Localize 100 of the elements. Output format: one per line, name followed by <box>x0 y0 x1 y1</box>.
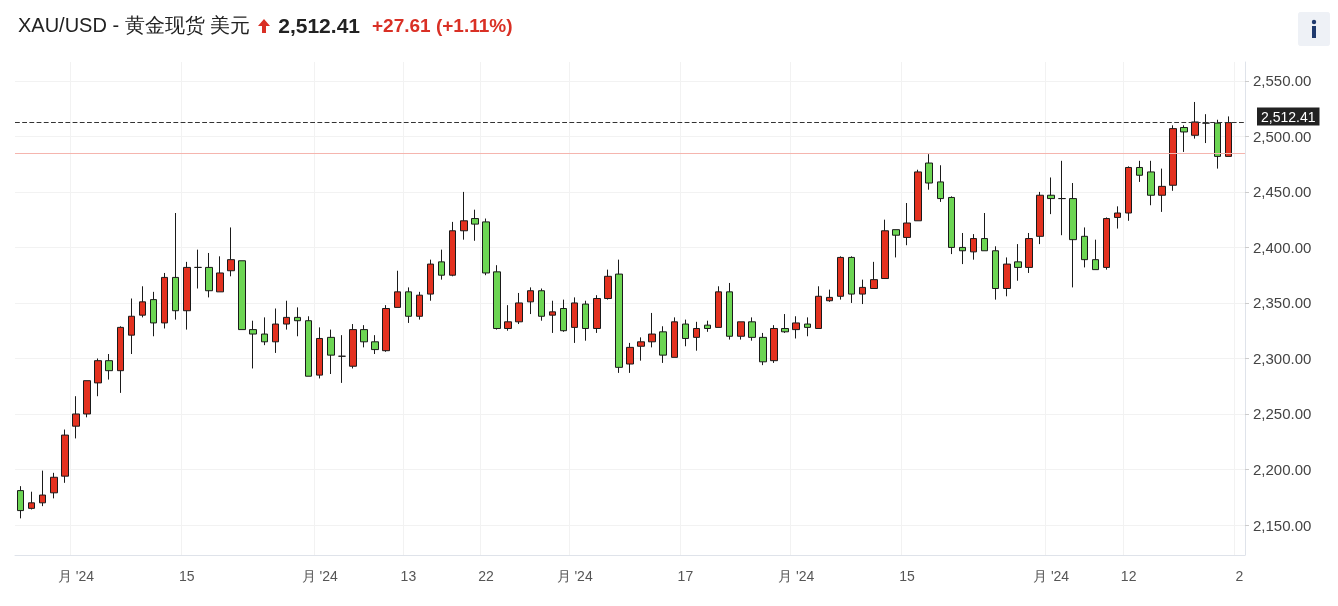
y-tick-label: 2,150.00 <box>1253 516 1312 534</box>
candlestick <box>1003 256 1011 297</box>
y-tick-label: 2,500.00 <box>1253 127 1312 145</box>
candlestick <box>382 304 390 353</box>
x-tick-label: 15 <box>178 568 195 584</box>
candlestick <box>527 286 534 315</box>
x-tick-label: 月 '24 <box>301 568 339 584</box>
candlestick <box>1147 160 1155 206</box>
candlestick <box>892 229 900 258</box>
candlestick <box>360 324 368 348</box>
y-tick-label: 2,200.00 <box>1253 461 1312 478</box>
x-tick-label: 月 '24 <box>57 568 95 584</box>
candlestick <box>227 226 235 277</box>
x-tick-label: 2 <box>1235 568 1244 584</box>
y-tick-label: 2,350.00 <box>1253 294 1312 312</box>
candlestick <box>515 292 523 325</box>
candlestick <box>659 325 667 364</box>
candlestick <box>792 315 800 339</box>
candlestick <box>682 319 689 347</box>
candlestick <box>305 315 312 377</box>
candlestick <box>815 285 822 329</box>
candlestick <box>848 255 855 304</box>
y-tick-label: 2,250.00 <box>1253 405 1312 423</box>
candlestick <box>1169 124 1177 192</box>
candlestick <box>238 260 246 331</box>
candlestick <box>471 209 479 242</box>
candlestick <box>781 313 789 334</box>
candlestick <box>626 342 634 374</box>
candlestick <box>648 312 656 348</box>
candlestick <box>959 232 966 265</box>
candlestick <box>560 299 567 333</box>
candlestick <box>1069 182 1077 288</box>
candlestick <box>770 324 778 364</box>
candlestick <box>715 285 722 328</box>
candlestick <box>283 300 290 331</box>
candlestick <box>748 316 756 342</box>
candlestick <box>1081 226 1088 268</box>
candlestick <box>571 296 578 344</box>
candlestick <box>693 321 700 352</box>
candlestick <box>150 291 157 337</box>
candlestick <box>394 270 401 308</box>
candlestick <box>837 255 844 301</box>
candlestick <box>128 298 135 355</box>
candlestick <box>981 212 988 252</box>
candlestick <box>416 291 423 321</box>
candlestick <box>371 334 379 355</box>
candlestick <box>1125 165 1132 222</box>
candlestick <box>1014 243 1022 282</box>
candlestick <box>117 325 124 394</box>
candlestick <box>272 308 279 354</box>
x-tick-label: 12 <box>1120 568 1137 584</box>
x-tick-label: 月 '24 <box>778 568 815 584</box>
candlestick <box>449 221 456 277</box>
candlestick <box>294 306 301 337</box>
candlestick <box>1191 101 1199 140</box>
candlestick <box>538 288 545 322</box>
candlestick <box>183 261 191 331</box>
candlestick <box>39 470 46 507</box>
ref-line-label: 2,512.41 <box>1261 108 1316 125</box>
candlestick <box>1103 216 1110 271</box>
x-tick-label: 22 <box>478 568 494 584</box>
candlestick <box>194 249 202 290</box>
y-tick-label: 2,300.00 <box>1253 349 1312 367</box>
candlestick <box>1158 168 1166 213</box>
candlestick <box>460 191 468 241</box>
candlestick <box>17 485 24 519</box>
candlestick <box>870 261 878 290</box>
candlestick <box>615 259 623 374</box>
candlestick <box>1114 205 1121 230</box>
candlestick <box>94 357 102 397</box>
candlestick <box>1225 115 1232 157</box>
x-tick-label: 月 '24 <box>556 568 593 584</box>
candlestick <box>859 279 866 305</box>
y-tick-label: 2,400.00 <box>1253 238 1312 256</box>
candlestick <box>338 334 346 384</box>
candlestick <box>1136 160 1143 183</box>
candlestick <box>637 336 645 362</box>
candlestick <box>903 202 911 246</box>
candlestick <box>826 289 833 303</box>
candlestick <box>83 380 91 418</box>
candlestick <box>161 272 168 329</box>
candlestick <box>105 353 113 381</box>
candlestick <box>72 395 80 439</box>
x-tick-label: 15 <box>899 568 916 584</box>
candlestick <box>1047 176 1055 215</box>
candlestick <box>759 332 767 366</box>
x-tick-label: 月 '24 <box>1033 568 1070 584</box>
candlestick <box>28 491 35 510</box>
candlestick <box>549 300 556 334</box>
candlestick <box>405 286 412 324</box>
candlestick <box>804 316 811 337</box>
candlestick <box>216 255 224 293</box>
candlestick <box>61 429 69 484</box>
candlestick <box>582 300 589 342</box>
candlestick <box>504 304 512 332</box>
candlestick <box>261 316 268 346</box>
candlestick <box>704 320 711 333</box>
candlestick <box>349 323 357 369</box>
candlestick <box>671 316 678 358</box>
text: +27.61 (+1.11%) <box>372 14 513 37</box>
